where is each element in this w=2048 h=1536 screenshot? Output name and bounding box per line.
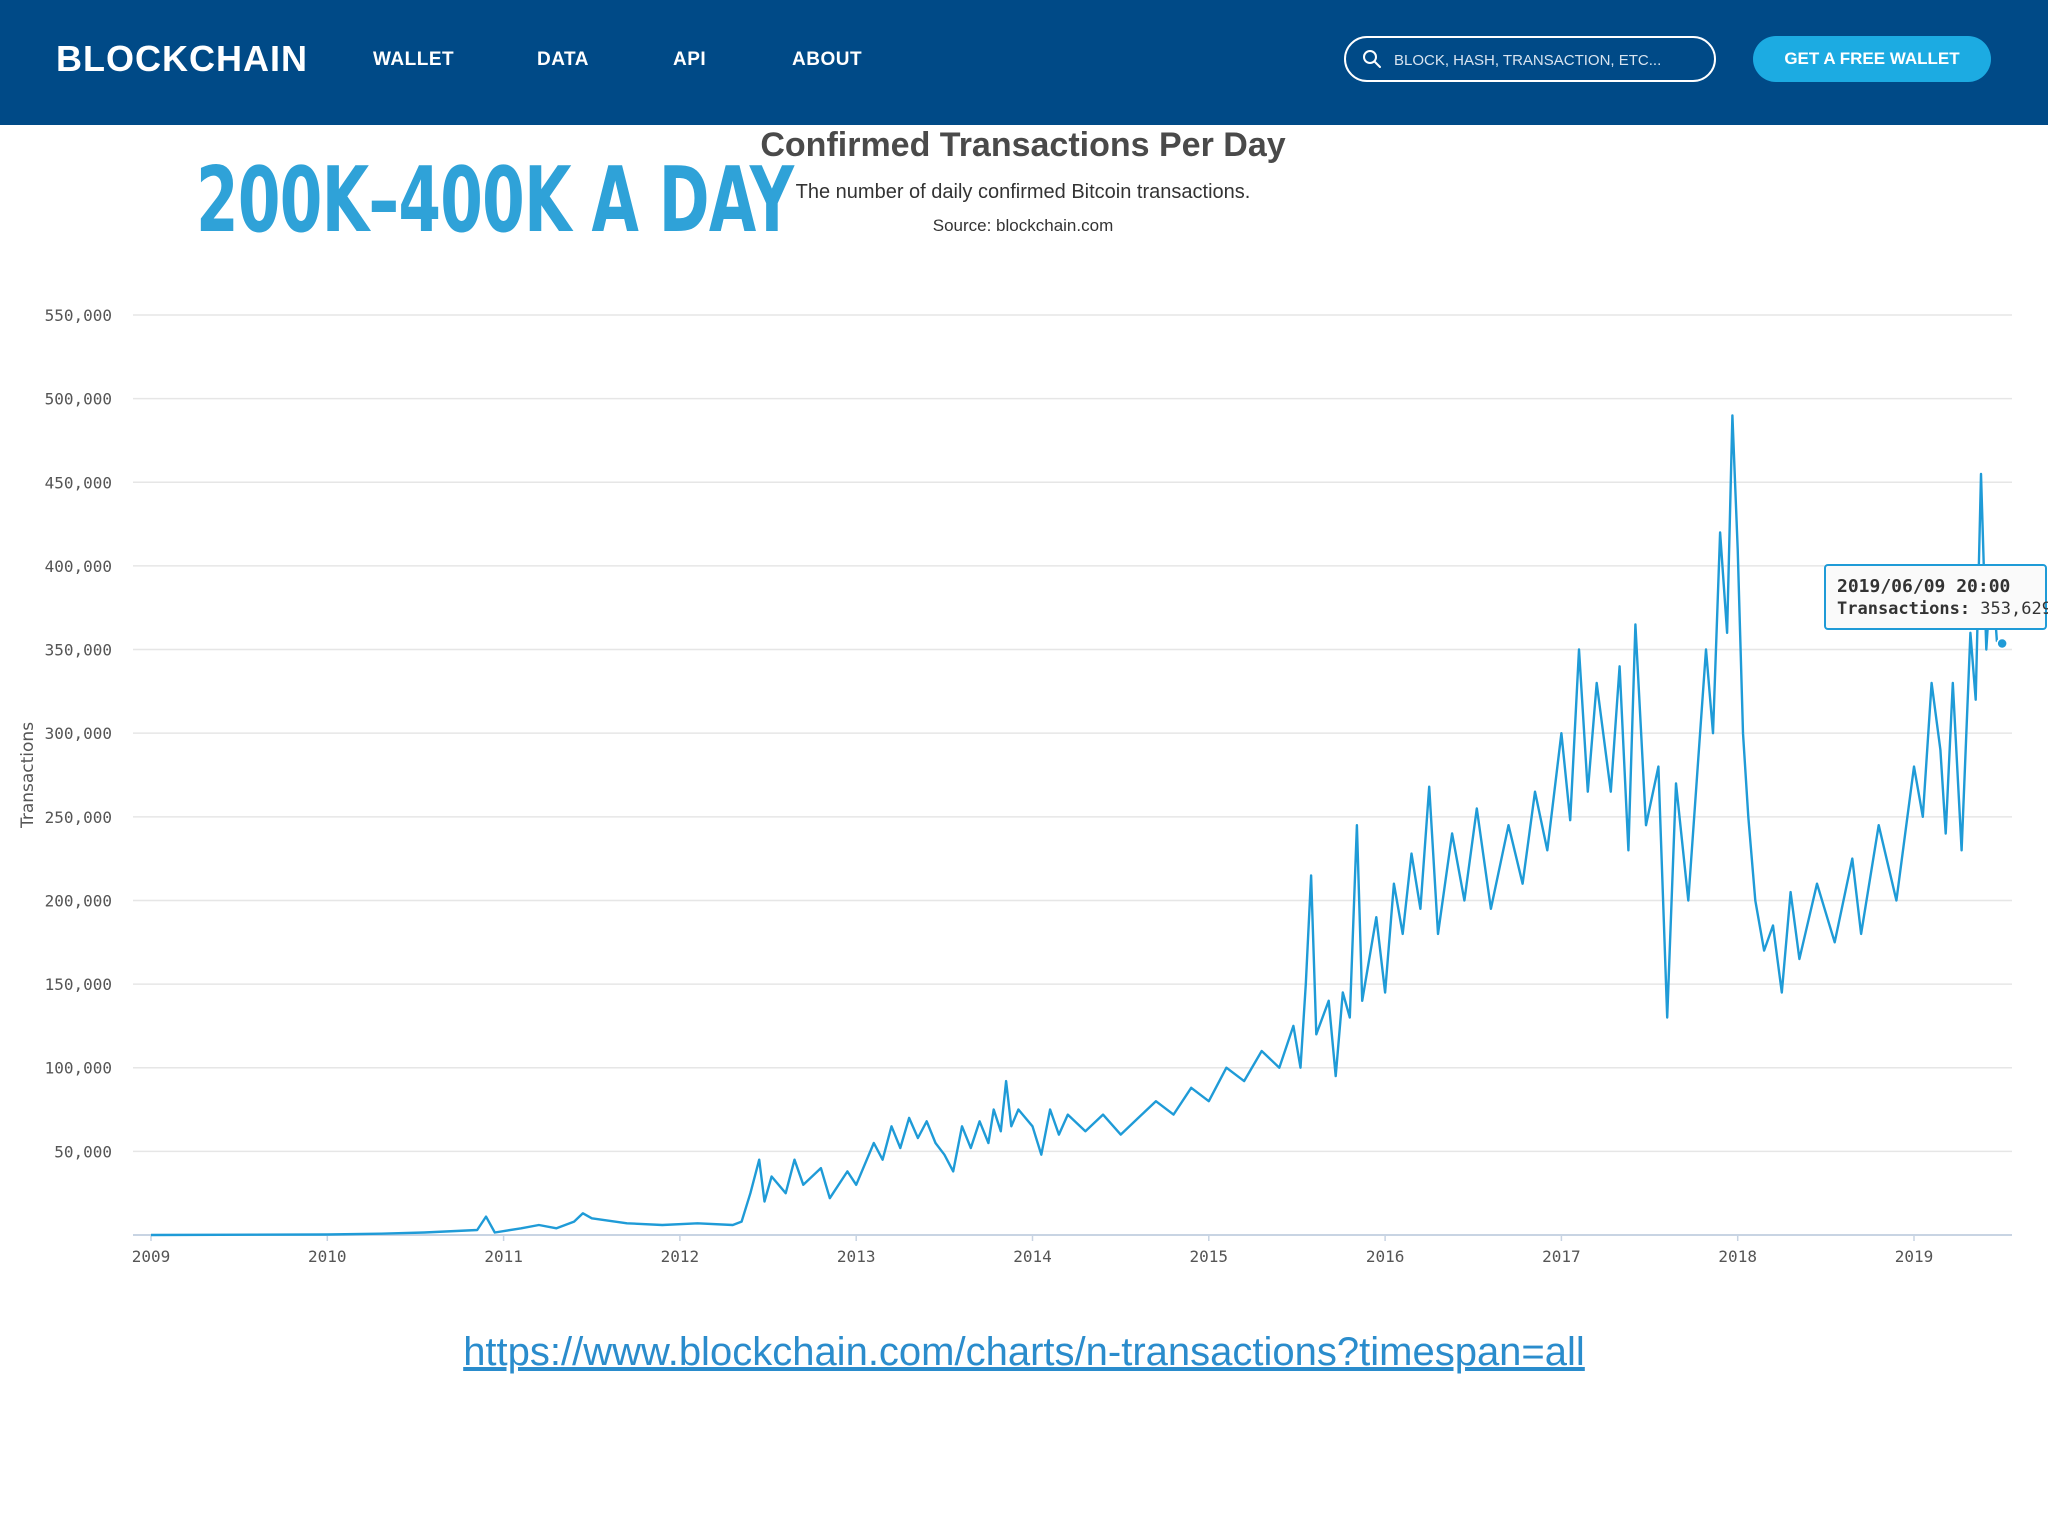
chart-subtitle: The number of daily confirmed Bitcoin tr… xyxy=(795,181,1251,203)
search-icon xyxy=(1363,50,1381,68)
x-tick-label: 2009 xyxy=(132,1247,171,1266)
y-tick-label: 250,000 xyxy=(45,808,112,827)
source-link[interactable]: https://www.blockchain.com/charts/n-tran… xyxy=(463,1330,1585,1374)
y-tick-label: 500,000 xyxy=(45,390,112,409)
tooltip-point xyxy=(1996,637,2008,650)
top-navigation-bar: BLOCKCHAIN WALLET DATA API ABOUT GET A F… xyxy=(0,0,2048,125)
x-tick-label: 2012 xyxy=(661,1247,700,1266)
nav-wallet[interactable]: WALLET xyxy=(373,49,455,70)
nav-api[interactable]: API xyxy=(673,49,707,70)
tooltip-date: 2019/06/09 20:00 xyxy=(1837,576,2010,597)
y-tick-label: 300,000 xyxy=(45,724,112,743)
transactions-line-chart: 50,000 100,000 150,000 200,000 250,000 300,00… xyxy=(18,306,2048,1266)
chart-source: Source: blockchain.com xyxy=(932,216,1114,235)
x-tick-label: 2013 xyxy=(837,1247,876,1266)
y-tick-label: 550,000 xyxy=(45,306,112,325)
x-tick-label: 2010 xyxy=(308,1247,347,1266)
y-tick-label: 400,000 xyxy=(45,557,112,576)
tooltip-value: Transactions: 353,629 xyxy=(1837,599,2048,619)
nav-data[interactable]: DATA xyxy=(537,49,589,70)
x-tick-label: 2016 xyxy=(1366,1247,1405,1266)
chart-title: Confirmed Transactions Per Day xyxy=(760,126,1286,164)
x-tick-label: 2018 xyxy=(1718,1247,1757,1266)
y-tick-label: 450,000 xyxy=(45,473,112,492)
x-tick-label: 2017 xyxy=(1542,1247,1581,1266)
nav-about[interactable]: ABOUT xyxy=(792,49,863,70)
blockchain-logo[interactable]: BLOCKCHAIN xyxy=(56,38,308,79)
search-input[interactable] xyxy=(1392,46,1696,74)
x-tick-label: 2011 xyxy=(484,1247,523,1266)
tooltip-box xyxy=(1824,564,2047,630)
y-tick-label: 100,000 xyxy=(45,1059,112,1078)
x-tick-label: 2015 xyxy=(1190,1247,1229,1266)
x-tick-label: 2019 xyxy=(1895,1247,1934,1266)
slide-headline: 200K–400K A DAY xyxy=(196,148,794,253)
y-tick-label: 350,000 xyxy=(45,641,112,660)
transactions-series-line xyxy=(150,414,2003,1237)
y-tick-label: 50,000 xyxy=(54,1142,112,1161)
y-axis-title: Transactions xyxy=(18,722,38,829)
y-tick-label: 150,000 xyxy=(45,975,112,994)
search-box[interactable] xyxy=(1344,36,1716,82)
y-tick-label: 200,000 xyxy=(45,891,112,910)
get-free-wallet-button[interactable]: GET A FREE WALLET xyxy=(1753,36,1991,82)
x-tick-label: 2014 xyxy=(1013,1247,1052,1266)
